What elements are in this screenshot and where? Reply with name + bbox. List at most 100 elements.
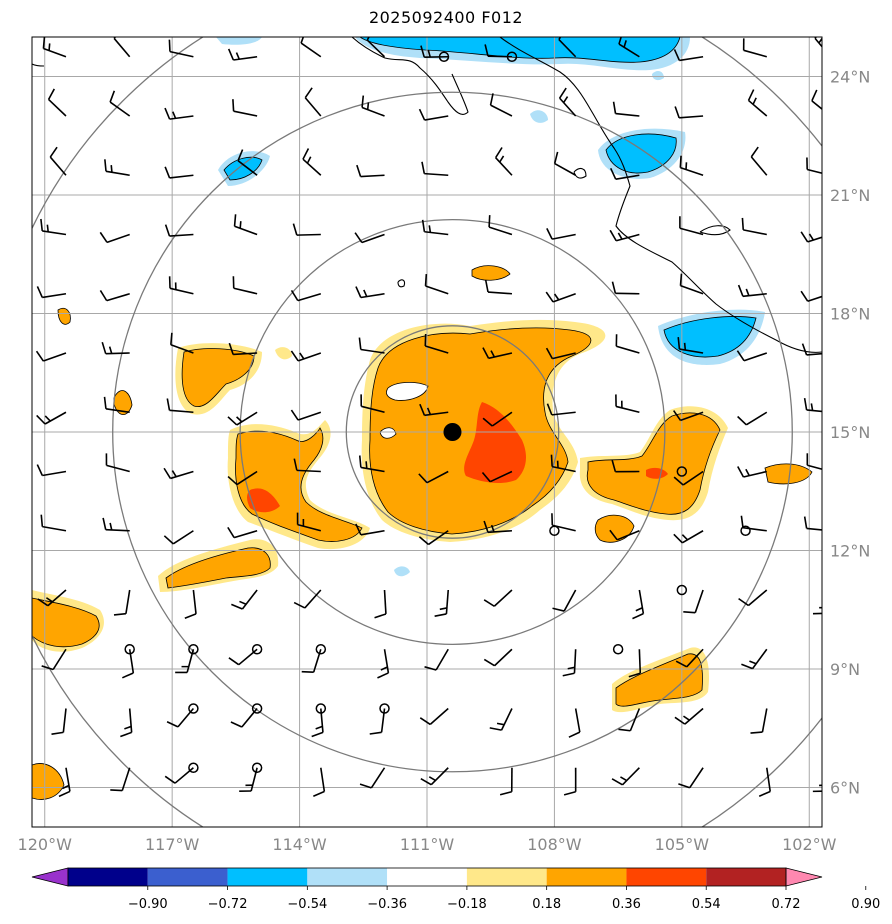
wind-barb-flag [361,95,365,108]
wind-barb-flag [237,149,244,161]
wind-barb-staff [430,767,449,786]
wind-barb-staff [300,42,322,58]
colorbar-frame [67,867,787,887]
wind-barb-staff [682,470,704,486]
coastline [32,37,822,353]
wind-barb-staff [128,708,133,733]
wind-barb-flag [232,99,235,112]
wind-barb-staff [493,648,513,667]
positive-blob-peak [464,402,527,483]
negative-blob-outer [530,110,548,123]
wind-barb-staff [559,97,577,117]
wind-barb-flag [800,290,809,302]
wind-barb-staff [360,174,385,178]
wind-barb-flag [489,727,502,731]
wind-barb-staff [304,97,322,117]
wind-barb-flag [164,775,176,784]
wind-barb-staff [360,292,385,299]
positive-blob-outer [275,347,292,360]
wind-barb-flag [358,455,362,468]
positive-blob-mid [471,265,511,281]
positive-blob-peak [247,488,280,513]
wind-barb-staff [169,287,194,295]
wind-barb-staff [360,466,385,473]
range-ring [239,218,666,646]
wind-barb-flag [679,273,683,286]
wind-barb-flag [562,96,569,104]
wind-barb-flag [419,403,426,416]
wind-barb-staff [487,529,512,534]
wind-barb-staff [297,411,322,421]
wind-barb-staff [360,529,385,536]
wind-barb-flag [494,147,503,159]
wind-barb-staff [750,156,768,176]
wind-barb-flag [227,526,235,539]
wind-barb-flag [424,666,437,671]
wind-barb-flag [227,475,238,486]
calm-wind-circle [188,644,199,655]
wind-barb-staff [361,106,385,117]
colorbar-tick-label: 0.72 [772,897,801,912]
negative-blob-outer [652,71,664,81]
wind-barb-staff [679,348,704,354]
wind-barb-staff [62,708,67,733]
wind-barb-flag [677,337,681,350]
wind-barb-flag [737,284,744,297]
wind-barb-staff [747,589,768,607]
wind-barb-flag [609,529,618,541]
wind-barb-flag [427,49,432,58]
colorbar-tick-label: −0.18 [447,897,487,912]
positive-blob-mid [764,463,813,485]
longitude-label: 105°W [655,835,710,854]
wind-barb-staff [241,589,258,610]
wind-barb-staff [121,767,131,791]
wind-barb-flag [737,466,745,478]
wind-barb-flag [483,520,489,533]
wind-barb-staff [361,405,385,414]
wind-barb-staff [48,98,67,117]
wind-barb-staff [192,589,197,614]
negative-blob-outer [394,566,410,577]
colorbar-tick-label: 0.18 [532,897,561,912]
wind-barb-flag [553,151,559,164]
wind-barb-flag [618,728,631,732]
wind-barb-flag [801,343,808,356]
wind-barb-staff [694,589,704,613]
wind-barb-flag [354,232,363,243]
wind-barb-staff [47,589,67,607]
wind-barb-flag [563,790,576,796]
wind-barb-flag [635,607,643,612]
wind-barb-staff [489,470,513,483]
wind-barb-staff [500,708,513,731]
wind-barb-flag [239,600,247,605]
wind-barb-flag [48,43,51,51]
wind-barb-flag [166,721,179,728]
wind-barb-staff [487,55,512,58]
wind-barb-flag [484,44,489,57]
wind-barb-flag [553,293,560,301]
wind-barb-staff [383,649,390,674]
wind-barb-staff [445,589,450,614]
wind-barb-flag [623,40,627,48]
wind-barb-flag [740,515,744,528]
wind-barb-flag [673,49,681,61]
wind-barb-staff [296,469,321,473]
calm-wind-circle [251,762,263,773]
wind-barb-staff [807,295,822,302]
wind-barb-flag [426,407,432,415]
latitude-label: 15°N [830,423,870,442]
wind-barb-flag [672,410,682,421]
wind-barb-flag [172,111,177,119]
latitude-label: 6°N [830,779,860,798]
wind-barb-flag [51,731,64,735]
wind-barb-flag [490,524,495,533]
wind-barb-flag [236,416,243,423]
wind-barb-staff [42,470,67,477]
storm-center-marker [443,423,462,441]
wind-barb-flag [546,228,553,240]
wind-barb-staff [621,767,640,786]
shaded-field-layer [32,37,813,800]
wind-barb-flag [171,470,177,478]
wind-barb-staff [551,233,576,240]
